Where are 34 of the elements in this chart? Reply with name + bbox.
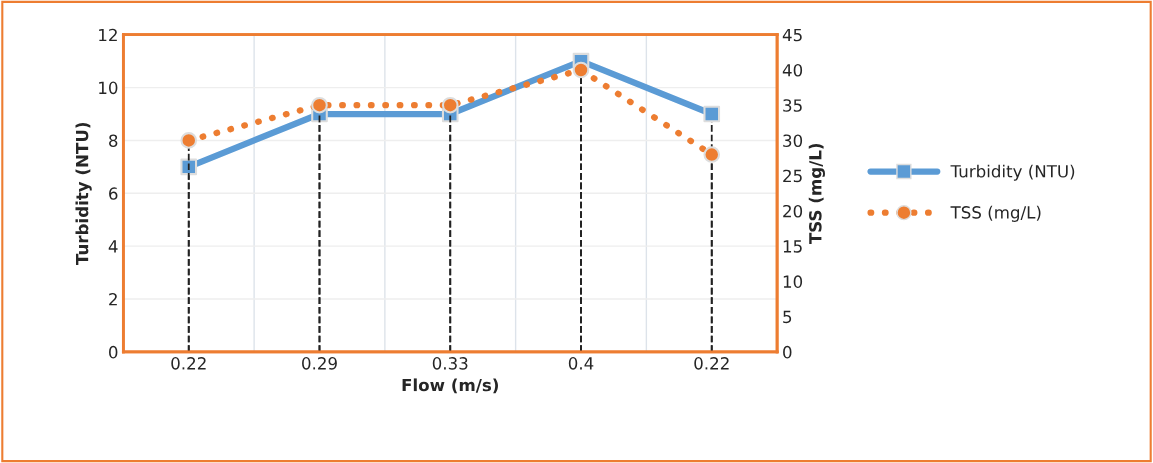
point [572,61,590,79]
point [441,96,459,114]
x-tick-label: 0.4 [568,357,594,370]
y-axis-title: Turbidity (NTU) [75,122,92,266]
legend-label: TSS (mg/L) [950,205,1041,222]
x-tick-label: 0.33 [432,357,468,370]
point [311,96,328,114]
x-tick-label: 0.29 [302,357,337,370]
y2-tick-label: 25 [783,169,802,183]
y-tick-label: 4 [108,240,118,253]
y2-tick-label: 10 [783,275,803,288]
point [180,132,198,149]
x-tick-label: 0.22 [694,357,729,370]
y2-tick-label: 30 [783,134,803,148]
point [703,105,721,123]
y2-axis-title: TSS (mg/L) [808,143,825,245]
y2-tick-label: 45 [782,28,802,42]
y-tick-label: 12 [99,28,117,42]
y-tick-label: 2 [109,292,117,306]
y-tick-label: 8 [109,134,118,148]
y2-tick-label: 20 [783,204,803,218]
x-tick-label: 0.22 [171,357,206,370]
point [180,158,198,176]
y-tick-label: 0 [109,345,118,359]
y-tick-label: 10 [99,81,118,95]
y2-tick-label: 5 [783,310,792,324]
y2-tick-label: 40 [782,63,803,77]
y2-tick-label: 35 [783,99,802,112]
x-axis-title: Flow (m/s) [402,378,498,394]
legend-label: Turbidity (NTU) [950,164,1075,181]
y2-tick-label: 15 [783,240,802,253]
point [703,146,721,163]
y2-tick-label: 0 [783,345,792,359]
y-tick-label: 6 [109,187,118,200]
